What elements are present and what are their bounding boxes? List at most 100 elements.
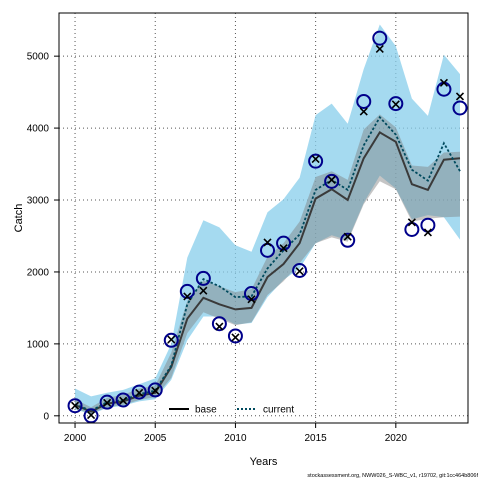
observed-cross-2010 <box>231 333 240 342</box>
y-axis-title: Catch <box>13 204 25 233</box>
observed-circle-2021 <box>404 222 420 238</box>
y-tick-label-0: 0 <box>43 411 49 422</box>
credit-text: stockassessment.org, NWW026_S-WBC_v1, r1… <box>307 473 478 479</box>
observed-circle-2012 <box>260 242 276 258</box>
x-tick-label-2005: 2005 <box>144 433 167 444</box>
observed-cross-2001 <box>87 411 96 420</box>
cross-stroke-b <box>167 335 176 344</box>
observed-cross-2000 <box>70 401 80 410</box>
confidence-bands <box>75 24 460 415</box>
cross-stroke-b <box>87 411 96 420</box>
observed-circle-2024 <box>452 100 468 116</box>
observation-markers <box>67 30 468 424</box>
cross-stroke-b <box>183 292 192 301</box>
series-lines <box>74 115 461 413</box>
observed-cross-2019 <box>375 44 384 54</box>
legend: base current <box>169 405 294 416</box>
observed-cross-2015 <box>311 154 320 164</box>
cross-stroke-b <box>279 244 288 253</box>
observed-cross-2006 <box>167 335 176 344</box>
y-tick-label-1000: 1000 <box>27 339 50 350</box>
observed-cross-2007 <box>183 292 192 301</box>
y-tick-label-4000: 4000 <box>27 124 50 135</box>
observed-cross-2003 <box>119 396 128 405</box>
x-axis-title: Years <box>250 456 278 468</box>
observed-circle-2007 <box>179 283 195 299</box>
observed-cross-2024 <box>455 92 465 101</box>
observed-cross-2017 <box>343 232 352 241</box>
y-axis: 0 1000 2000 3000 4000 5000 <box>27 52 59 422</box>
cross-stroke-b <box>263 238 272 247</box>
x-tick-label-2010: 2010 <box>224 433 247 444</box>
observed-circle-2017 <box>340 232 356 248</box>
cross-stroke-b <box>311 154 320 164</box>
observed-circle-2014 <box>292 263 308 279</box>
cross-stroke-b <box>391 100 400 109</box>
cross-stroke-b <box>423 228 432 237</box>
cross-stroke-b <box>151 386 160 395</box>
plot-frame <box>58 12 469 424</box>
grid-lines <box>59 13 468 423</box>
observed-circle-2015 <box>308 153 324 169</box>
observed-cross-2004 <box>135 388 144 397</box>
cross-stroke-b <box>343 232 352 241</box>
cross-stroke-b <box>359 107 368 116</box>
legend-base-label: base <box>195 405 217 416</box>
observed-cross-2009 <box>215 322 224 331</box>
y-tick-label-2000: 2000 <box>27 267 50 278</box>
cross-stroke-b <box>70 401 80 410</box>
observed-circle-2008 <box>195 270 211 286</box>
observed-circle-2022 <box>420 217 436 233</box>
current-confidence-band <box>75 24 460 415</box>
observed-cross-2020 <box>391 100 400 109</box>
observed-cross-2022 <box>423 228 432 237</box>
observed-circle-2010 <box>227 328 243 344</box>
observed-circle-2019 <box>372 30 388 46</box>
observed-cross-2005 <box>151 386 160 395</box>
observed-circle-2013 <box>276 235 292 251</box>
cross-stroke-b <box>407 218 416 227</box>
cross-stroke-b <box>327 175 336 184</box>
observed-cross-2014 <box>295 267 304 276</box>
cross-stroke-b <box>215 322 224 331</box>
observed-cross-2016 <box>327 175 336 184</box>
y-tick-label-5000: 5000 <box>27 52 50 63</box>
observed-circle-2009 <box>211 316 227 332</box>
cross-stroke-b <box>247 295 256 304</box>
x-tick-label-2020: 2020 <box>385 433 408 444</box>
observed-circle-2020 <box>388 96 404 112</box>
x-axis: 2000 2005 2010 2015 2020 <box>64 423 407 444</box>
observed-circle-2001 <box>83 408 99 424</box>
observed-circle-2018 <box>356 93 372 109</box>
observed-cross-2002 <box>103 398 112 407</box>
observed-circle-2005 <box>147 382 163 398</box>
cross-stroke-b <box>295 267 304 276</box>
cross-stroke-b <box>375 44 384 54</box>
observed-cross-2023 <box>439 78 449 87</box>
x-tick-label-2015: 2015 <box>305 433 328 444</box>
x-tick-label-2000: 2000 <box>64 433 87 444</box>
observed-circle-2002 <box>99 394 115 410</box>
observed-cross-2011 <box>247 295 256 304</box>
observed-cross-2018 <box>359 107 368 116</box>
base-confidence-band <box>75 114 460 414</box>
cross-stroke-b <box>103 398 112 407</box>
cross-stroke-b <box>135 388 144 397</box>
observed-cross-2013 <box>279 244 288 253</box>
cross-stroke-b <box>439 78 449 87</box>
cross-stroke-b <box>231 333 240 342</box>
legend-current-label: current <box>263 405 294 416</box>
cross-stroke-b <box>199 286 208 295</box>
y-tick-label-3000: 3000 <box>27 196 50 207</box>
observed-cross-2021 <box>407 218 416 227</box>
observed-circle-2003 <box>115 392 131 408</box>
cross-stroke-b <box>455 92 465 101</box>
observed-circle-2004 <box>131 384 147 400</box>
observed-circle-2000 <box>67 398 83 414</box>
observed-cross-2008 <box>199 286 208 295</box>
observed-circle-2006 <box>163 332 179 348</box>
current-line <box>74 115 461 412</box>
base-line <box>74 131 461 413</box>
cross-stroke-b <box>119 396 128 405</box>
